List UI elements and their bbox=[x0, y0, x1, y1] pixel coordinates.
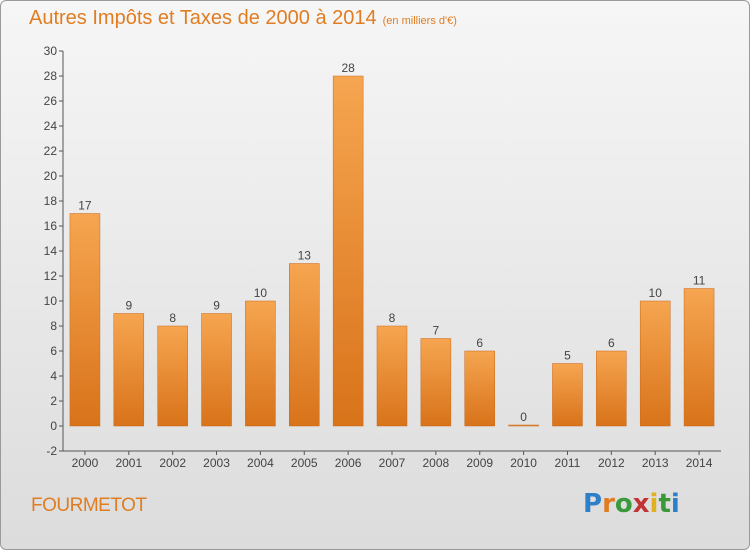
bar-value-label: 10 bbox=[649, 286, 663, 300]
x-tick-label: 2008 bbox=[423, 456, 450, 470]
bar-value-label: 10 bbox=[254, 286, 268, 300]
y-tick-label: 18 bbox=[44, 194, 58, 208]
x-tick-label: 2001 bbox=[115, 456, 142, 470]
x-tick-label: 2000 bbox=[72, 456, 99, 470]
logo-letter: P bbox=[583, 489, 603, 519]
commune-name: FOURMETOT bbox=[31, 495, 147, 516]
proxiti-logo: Proxiti bbox=[583, 489, 680, 519]
chart-unit: (en milliers d'€) bbox=[382, 15, 457, 27]
logo-letter: i bbox=[670, 489, 680, 519]
y-tick-label: 16 bbox=[44, 219, 58, 233]
bar bbox=[683, 288, 715, 427]
bar bbox=[464, 350, 495, 427]
x-tick-label: 2009 bbox=[466, 456, 493, 470]
y-tick-label: 8 bbox=[50, 319, 57, 333]
y-tick-label: 20 bbox=[44, 169, 58, 183]
bar bbox=[157, 325, 188, 427]
x-tick-label: 2004 bbox=[247, 456, 274, 470]
bar-value-label: 17 bbox=[78, 199, 92, 213]
bar bbox=[508, 424, 539, 427]
y-tick-label: 28 bbox=[44, 69, 58, 83]
bar-value-label: 8 bbox=[389, 311, 396, 325]
bar-value-label: 7 bbox=[433, 324, 440, 338]
x-tick-label: 2010 bbox=[510, 456, 537, 470]
y-tick-label: 2 bbox=[50, 394, 57, 408]
x-tick-label: 2012 bbox=[598, 456, 625, 470]
bar-value-label: 9 bbox=[125, 299, 132, 313]
y-tick-label: 0 bbox=[50, 419, 57, 433]
bar-value-label: 8 bbox=[169, 311, 176, 325]
logo-letter: i bbox=[649, 489, 659, 519]
x-tick-label: 2002 bbox=[159, 456, 186, 470]
logo-letter: t bbox=[658, 489, 671, 519]
bar bbox=[552, 363, 583, 427]
y-tick-label: 10 bbox=[44, 294, 58, 308]
bar-value-label: 9 bbox=[213, 299, 220, 313]
y-tick-label: 24 bbox=[44, 119, 58, 133]
bar bbox=[639, 300, 671, 427]
logo-letter: r bbox=[602, 489, 615, 519]
x-tick-label: 2005 bbox=[291, 456, 318, 470]
x-tick-label: 2011 bbox=[555, 456, 581, 470]
bar bbox=[201, 313, 232, 427]
bar bbox=[596, 350, 627, 427]
logo-letter: o bbox=[614, 489, 633, 519]
chart-title-text: Autres Impôts et Taxes de 2000 à 2014 bbox=[29, 7, 377, 29]
bar bbox=[245, 300, 276, 427]
y-tick-label: 30 bbox=[44, 44, 58, 58]
bar-value-label: 11 bbox=[693, 274, 706, 288]
bar bbox=[420, 338, 452, 427]
bar-value-label: 0 bbox=[520, 410, 527, 424]
y-tick-label: 6 bbox=[50, 344, 57, 358]
x-tick-label: 2003 bbox=[203, 456, 230, 470]
y-tick-label: 12 bbox=[44, 269, 58, 283]
bar-value-label: 6 bbox=[608, 336, 615, 350]
y-tick-label: 4 bbox=[50, 369, 57, 383]
y-tick-label: 22 bbox=[44, 144, 58, 158]
bar bbox=[69, 213, 101, 427]
chart-title: Autres Impôts et Taxes de 2000 à 2014 (en… bbox=[29, 7, 457, 30]
y-tick-label: -2 bbox=[46, 444, 57, 458]
bar-value-label: 5 bbox=[564, 349, 571, 363]
bar-value-label: 28 bbox=[341, 61, 355, 75]
y-tick-label: 14 bbox=[44, 244, 58, 258]
bar bbox=[332, 75, 364, 427]
y-tick-label: 26 bbox=[44, 94, 58, 108]
bar bbox=[113, 313, 145, 427]
x-tick-label: 2007 bbox=[379, 456, 406, 470]
x-tick-label: 2014 bbox=[686, 456, 713, 470]
x-tick-label: 2013 bbox=[642, 456, 669, 470]
logo-letter: x bbox=[632, 489, 650, 519]
bar bbox=[376, 325, 408, 427]
bar bbox=[289, 263, 320, 427]
bar-value-label: 13 bbox=[298, 249, 312, 263]
x-tick-label: 2006 bbox=[335, 456, 362, 470]
bar-value-label: 6 bbox=[476, 336, 483, 350]
